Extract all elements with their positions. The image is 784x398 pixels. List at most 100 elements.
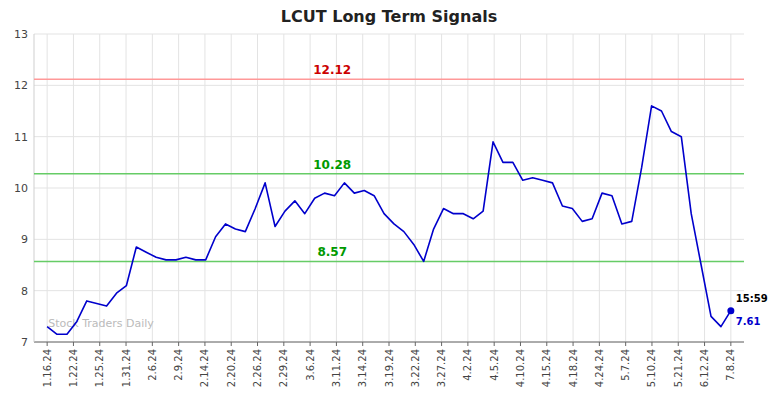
x-grid-line	[599, 34, 600, 342]
x-grid-line	[467, 34, 468, 342]
x-grid-line	[73, 34, 74, 342]
x-grid-line	[704, 34, 705, 342]
x-grid-line	[152, 34, 153, 342]
x-tick	[467, 342, 468, 346]
price-line	[47, 106, 731, 334]
reference-line	[34, 261, 744, 263]
y-tick-label: 11	[14, 131, 28, 144]
x-tick-label: 4.5.24	[489, 349, 500, 381]
y-grid-line	[34, 342, 744, 343]
x-grid-line	[47, 34, 48, 342]
x-tick	[651, 342, 652, 346]
x-grid-line	[310, 34, 311, 342]
x-tick-label: 6.12.24	[699, 349, 710, 387]
last-point	[727, 307, 734, 314]
y-tick-label: 12	[14, 79, 28, 92]
x-tick-label: 2.26.24	[252, 349, 263, 387]
x-tick	[704, 342, 705, 346]
x-tick	[625, 342, 626, 346]
x-tick-label: 3.27.24	[436, 349, 447, 387]
y-tick-label: 13	[14, 28, 28, 41]
x-tick	[362, 342, 363, 346]
reference-line	[34, 173, 744, 175]
x-grid-line	[730, 34, 731, 342]
reference-line	[34, 78, 744, 80]
x-tick	[520, 342, 521, 346]
x-tick-label: 5.21.24	[673, 349, 684, 387]
x-tick	[283, 342, 284, 346]
x-tick-label: 4.10.24	[515, 349, 526, 387]
x-tick-label: 4.18.24	[568, 349, 579, 387]
x-grid-line	[362, 34, 363, 342]
x-tick	[231, 342, 232, 346]
x-tick-label: 5.10.24	[646, 349, 657, 387]
x-tick-label: 3.11.24	[331, 349, 342, 387]
x-grid-line	[389, 34, 390, 342]
x-tick	[336, 342, 337, 346]
x-tick-label: 2.6.24	[147, 349, 158, 381]
x-grid-line	[283, 34, 284, 342]
x-tick-label: 7.8.24	[725, 349, 736, 381]
x-grid-line	[546, 34, 547, 342]
x-tick	[310, 342, 311, 346]
x-tick-label: 1.25.24	[94, 349, 105, 387]
x-tick-label: 1.22.24	[68, 349, 79, 387]
x-tick-label: 4.2.24	[462, 349, 473, 381]
x-tick-label: 3.14.24	[357, 349, 368, 387]
x-axis-line	[34, 342, 744, 343]
x-tick	[415, 342, 416, 346]
x-tick	[178, 342, 179, 346]
x-grid-line	[257, 34, 258, 342]
x-grid-line	[651, 34, 652, 342]
x-grid-line	[441, 34, 442, 342]
x-tick	[126, 342, 127, 346]
last-value-label: 7.61	[736, 316, 761, 327]
reference-label: 12.12	[313, 63, 351, 77]
x-tick-label: 3.6.24	[305, 349, 316, 381]
x-tick	[152, 342, 153, 346]
plot-area	[34, 79, 744, 334]
x-grid-line	[625, 34, 626, 342]
x-tick	[73, 342, 74, 346]
title: LCUT Long Term Signals	[281, 7, 497, 26]
x-tick	[257, 342, 258, 346]
chart: LCUT Long Term Signals789101112131.16.24…	[0, 0, 784, 398]
x-tick-label: 3.22.24	[410, 349, 421, 387]
x-tick-label: 3.19.24	[384, 349, 395, 387]
x-grid-line	[231, 34, 232, 342]
x-tick-label: 4.15.24	[541, 349, 552, 387]
y-axis-line	[34, 34, 35, 342]
x-tick-label: 2.14.24	[199, 349, 210, 387]
x-tick	[204, 342, 205, 346]
x-grid-line	[178, 34, 179, 342]
x-tick	[389, 342, 390, 346]
x-tick	[678, 342, 679, 346]
x-tick-label: 5.7.24	[620, 349, 631, 381]
x-grid-line	[99, 34, 100, 342]
watermark: Stock Traders Daily	[48, 317, 154, 330]
x-tick-label: 1.16.24	[42, 349, 53, 387]
x-tick	[99, 342, 100, 346]
x-grid-line	[336, 34, 337, 342]
y-tick-label: 7	[21, 336, 28, 349]
x-grid-line	[204, 34, 205, 342]
x-grid-line	[573, 34, 574, 342]
x-tick	[47, 342, 48, 346]
x-tick	[730, 342, 731, 346]
x-tick	[573, 342, 574, 346]
x-tick-label: 2.20.24	[226, 349, 237, 387]
x-tick	[494, 342, 495, 346]
x-tick	[546, 342, 547, 346]
x-grid-line	[494, 34, 495, 342]
x-grid-line	[678, 34, 679, 342]
reference-label: 8.57	[317, 245, 347, 259]
x-grid-line	[126, 34, 127, 342]
x-tick	[599, 342, 600, 346]
x-grid-line	[415, 34, 416, 342]
y-tick-label: 9	[21, 233, 28, 246]
x-tick-label: 1.31.24	[121, 349, 132, 387]
grid	[34, 34, 744, 342]
x-tick-label: 2.9.24	[173, 349, 184, 381]
x-tick-label: 4.24.24	[594, 349, 605, 387]
y-tick-label: 8	[21, 285, 28, 298]
